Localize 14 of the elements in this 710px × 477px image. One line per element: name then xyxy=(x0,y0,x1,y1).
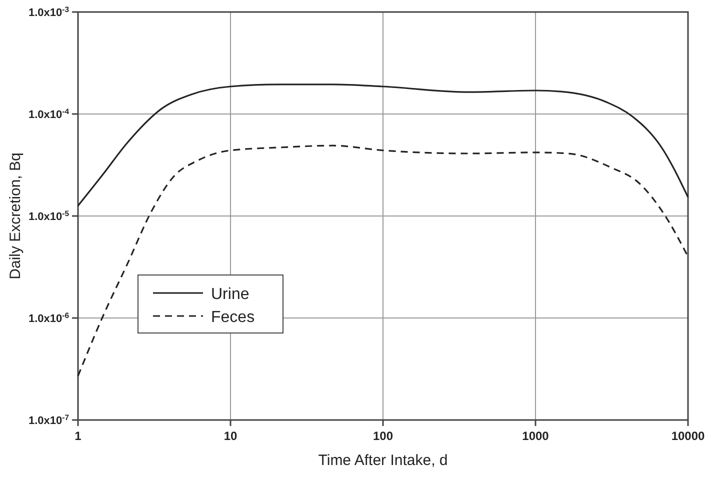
x-tick-label: 10000 xyxy=(671,429,706,443)
x-axis-title: Time After Intake, d xyxy=(318,452,448,469)
x-tick-label: 10 xyxy=(224,429,238,443)
y-tick-label: 1.0x10$^{-4}$ xyxy=(28,106,70,121)
y-tick-label: 1.0x10$^{-6}$ xyxy=(28,310,69,325)
y-tick-label: 1.0x10$^{-5}$ xyxy=(28,208,70,223)
legend-label: Feces xyxy=(211,309,255,326)
x-tick-label: 100 xyxy=(372,429,394,443)
y-axis-title: Daily Excretion, Bq xyxy=(7,152,24,280)
y-tick-label: 1.0x10$^{-7}$ xyxy=(28,412,69,427)
x-tick-label: 1000 xyxy=(522,429,550,443)
x-tick-label: 1 xyxy=(74,429,82,443)
legend-label: Urine xyxy=(211,286,250,303)
y-tick-label: 1.0x10$^{-3}$ xyxy=(28,4,69,19)
